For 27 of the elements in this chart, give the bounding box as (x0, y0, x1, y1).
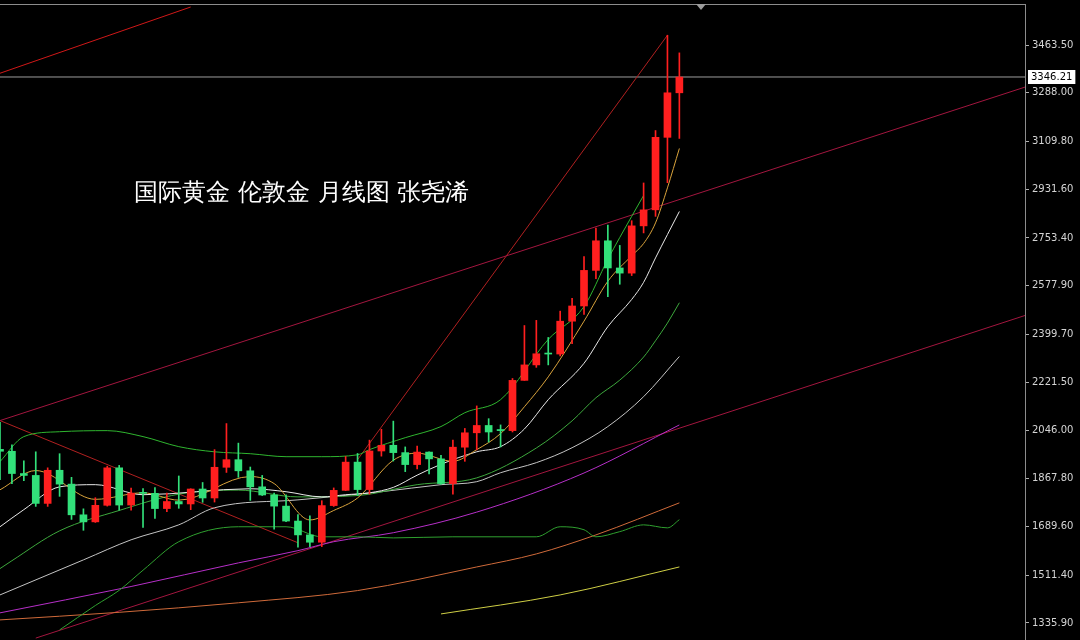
candlestick (20, 460, 28, 481)
y-tick-label: 2046.00 (1032, 423, 1074, 435)
y-tick-label: 2577.90 (1032, 279, 1074, 291)
y-tick-label: 1511.40 (1032, 568, 1074, 580)
line-series (0, 210, 680, 528)
y-tick-label: 2931.60 (1032, 183, 1074, 195)
candlestick (174, 475, 183, 509)
ref-line-label: 3346.21 (1031, 70, 1073, 82)
y-tick-label: 3288.00 (1032, 86, 1074, 98)
candlestick (389, 420, 398, 462)
y-tick-label: 1689.60 (1032, 520, 1074, 532)
y-tick-label: 2753.40 (1032, 231, 1074, 243)
line-series (0, 302, 680, 570)
y-tick-label: 3109.80 (1032, 134, 1074, 146)
y-tick-label: 2221.50 (1032, 376, 1074, 388)
line-series (0, 502, 680, 621)
y-tick-label: 1335.90 (1032, 616, 1074, 628)
y-tick-label: 2399.70 (1032, 327, 1074, 339)
line-series (0, 424, 680, 614)
line-series (59, 519, 680, 631)
y-tick-label: 1867.80 (1032, 472, 1074, 484)
y-tick-label: 3463.50 (1032, 38, 1074, 50)
candlestick (472, 405, 481, 451)
candlestick (139, 488, 147, 528)
line-series (0, 355, 680, 596)
text: 国际黄金 伦敦金 月线图 张尧浠 (134, 177, 470, 206)
line-series (0, 147, 680, 521)
